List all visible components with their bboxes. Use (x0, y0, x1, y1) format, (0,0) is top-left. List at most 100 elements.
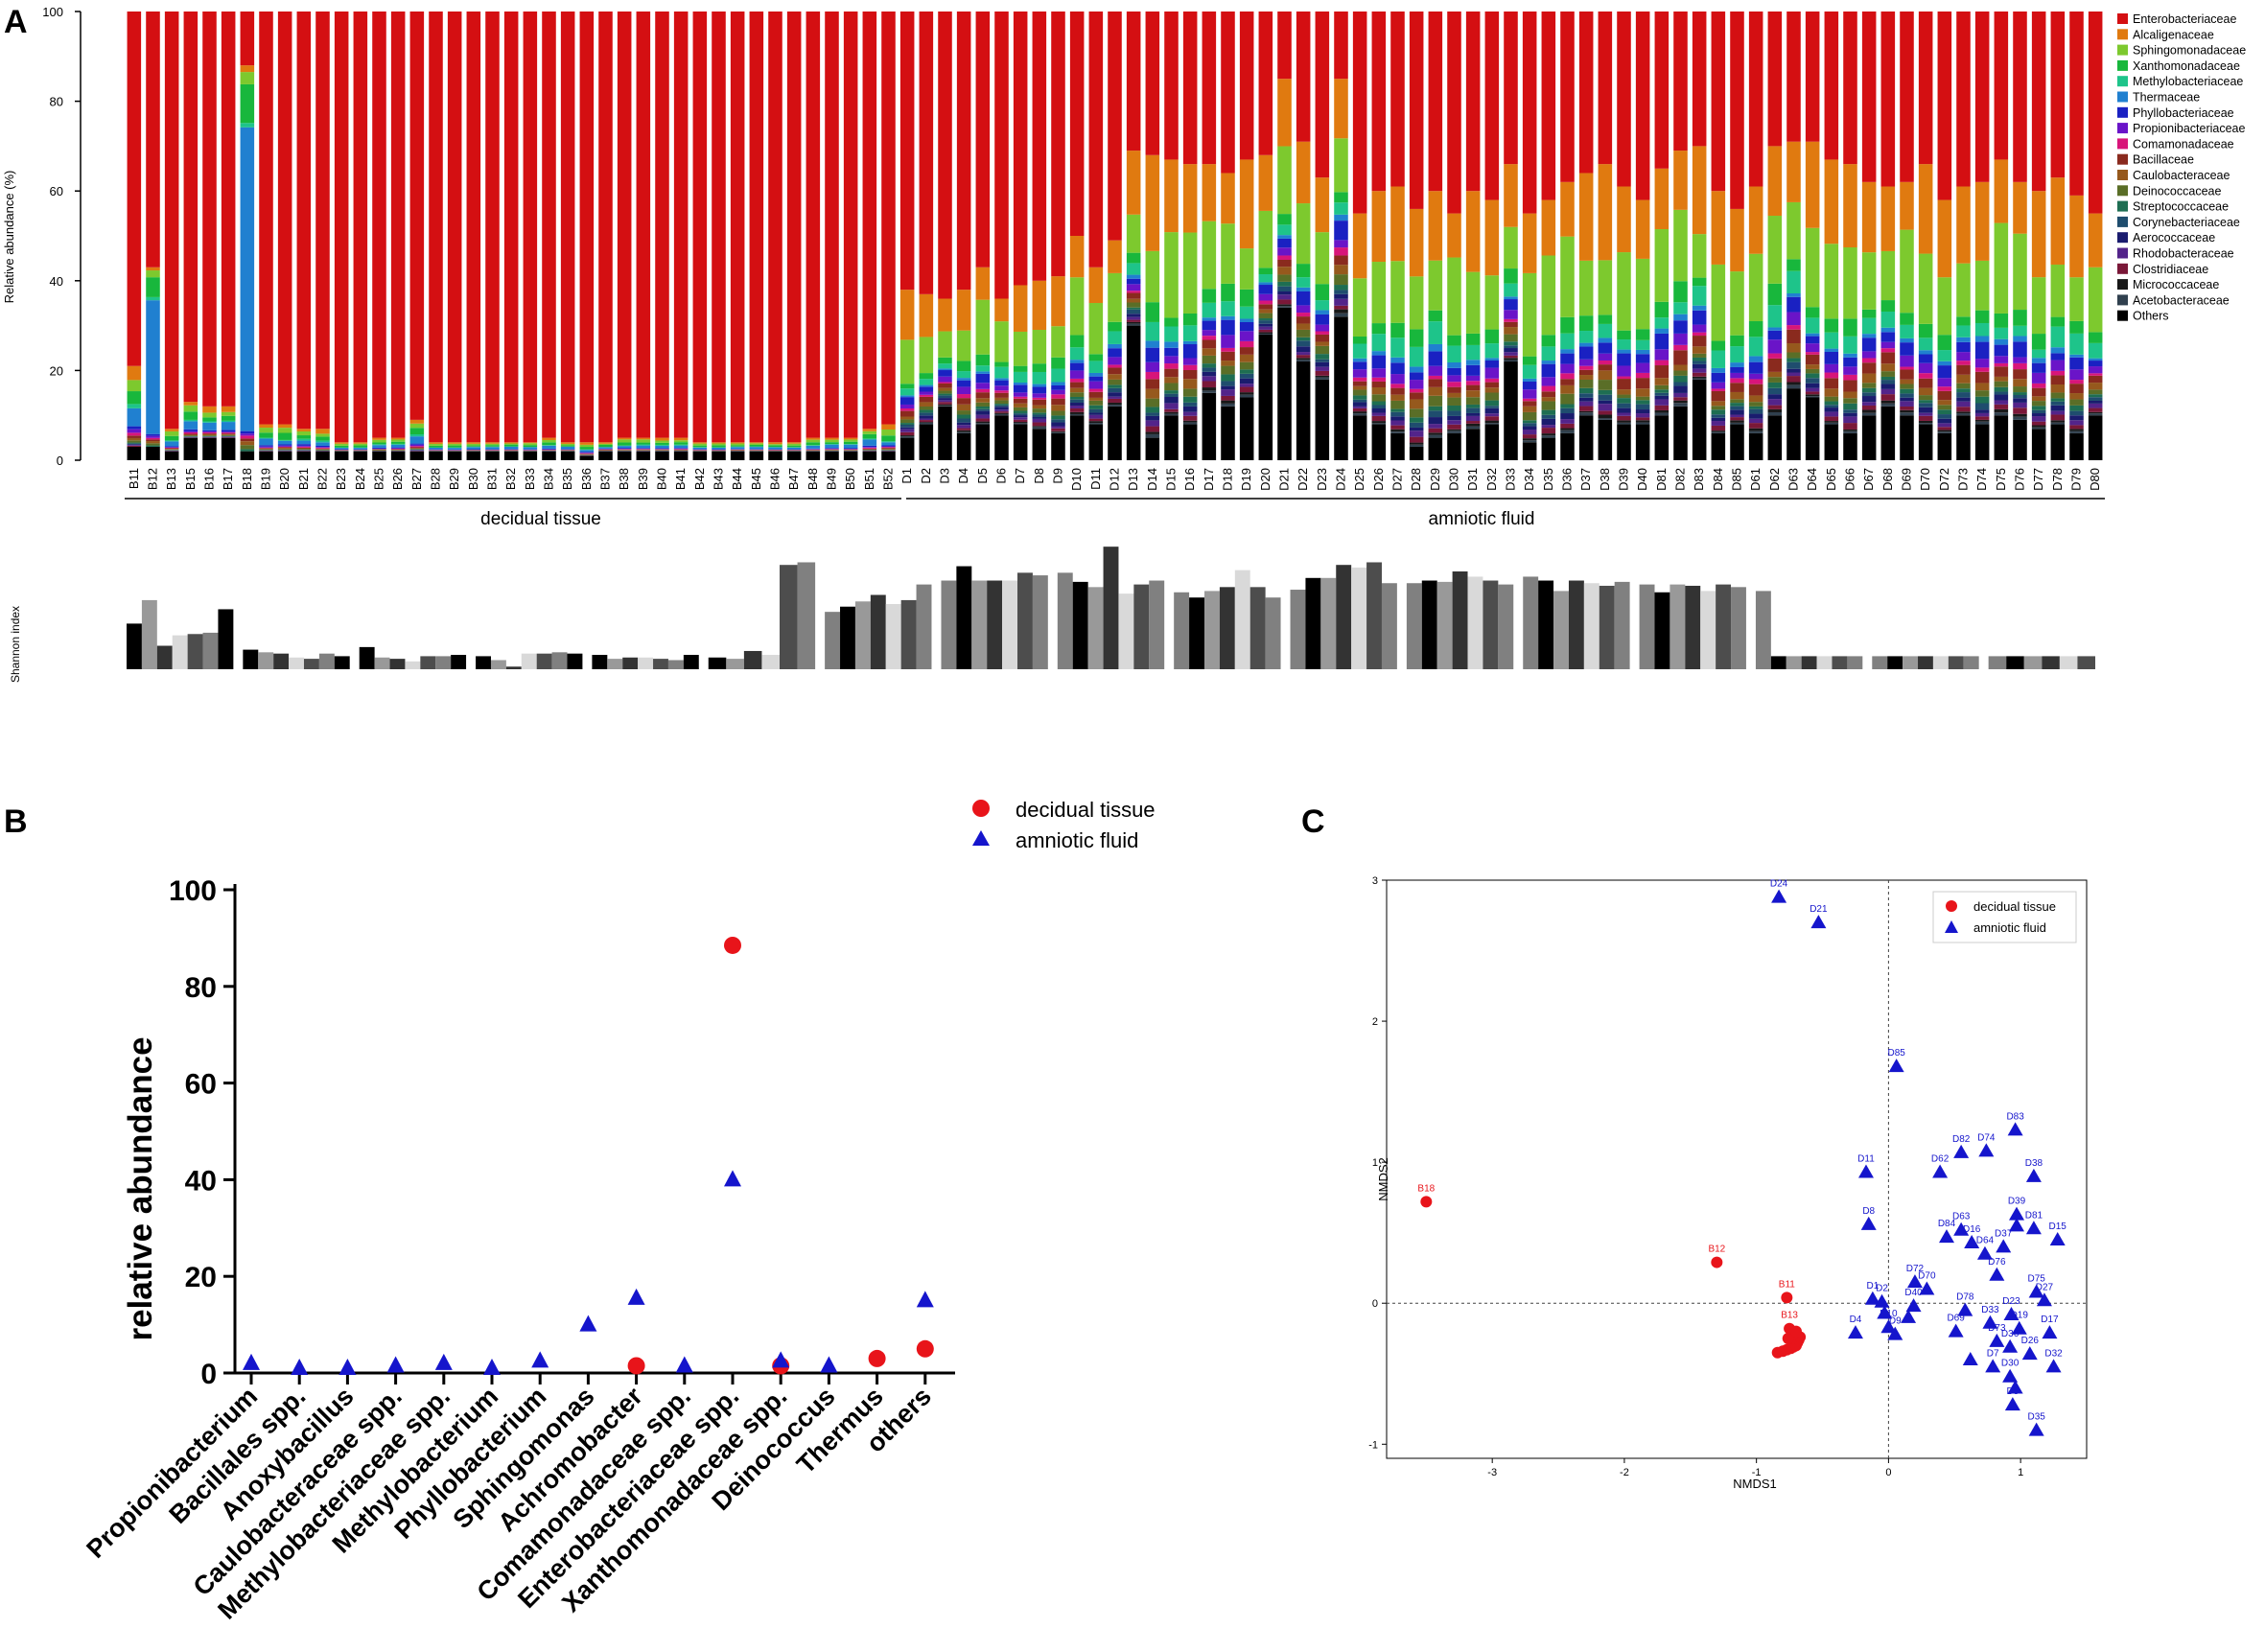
bar-segment-caulobacteraceae (221, 434, 236, 435)
bar-segment-sphingomonadaceae (277, 428, 292, 433)
bar-segment-alcaligenaceae (1202, 164, 1217, 221)
legend-label-rhodobacteraceae: Rhodobacteraceae (2133, 247, 2234, 261)
bar-segment-micrococcaceae (1522, 438, 1537, 441)
bar-segment-clostridiaceae (1164, 408, 1179, 412)
bar-segment-methylobacteriaceae (1786, 270, 1801, 294)
bar-segment-caulobacteraceae (1956, 374, 1971, 384)
bar-segment-comamonadaceae (1145, 371, 1160, 380)
bar-segment-xanthomonadaceae (938, 357, 952, 364)
bar-segment-micrococcaceae (1069, 411, 1085, 414)
panel-b-y-tick-label: 80 (185, 972, 217, 1004)
x-tick-label: D4 (956, 468, 970, 484)
nmds-point-amniotic (1887, 1326, 1903, 1340)
bar-segment-clostridiaceae (1390, 425, 1405, 430)
bar-segment-sphingomonadaceae (1767, 216, 1783, 284)
x-tick-label: B51 (862, 468, 876, 490)
nmds-point-amniotic (2042, 1325, 2058, 1339)
bar-segment-enterobacteriaceae (806, 12, 821, 438)
bar-segment-streptococcaceae (2013, 392, 2027, 395)
bar-segment-alcaligenaceae (164, 429, 179, 431)
bar-segment-phyllobacteriaceae (240, 430, 255, 434)
x-tick-label: D62 (1767, 468, 1782, 491)
bar-B52 (881, 12, 896, 460)
nmds-point-label: D70 (1918, 1271, 1936, 1282)
bar-segment-caulobacteraceae (825, 450, 839, 451)
bar-segment-methylobacteriaceae (353, 447, 368, 449)
shannon-bar (916, 584, 932, 669)
bar-segment-bacillaceae (994, 392, 1009, 398)
bar-B37 (598, 12, 613, 460)
bar-segment-comamonadaceae (1239, 340, 1254, 348)
nmds-point-label: D5 (2006, 1386, 2019, 1397)
bar-segment-enterobacteriaceae (1711, 12, 1726, 192)
bar-segment-alcaligenaceae (1371, 191, 1387, 263)
bar-segment-methylobacteriaceae (1748, 337, 1763, 357)
bar-segment-xanthomonadaceae (786, 445, 802, 448)
bar-segment-comamonadaceae (1974, 367, 1990, 372)
bar-B48 (806, 12, 821, 460)
shannon-bar (1801, 656, 1817, 669)
bar-segment-rhodobacteraceae (1635, 413, 1650, 418)
bar-segment-sphingomonadaceae (1654, 229, 1670, 302)
bar-segment-others (1202, 392, 1217, 460)
bar-segment-micrococcaceae (1296, 358, 1311, 361)
bar-segment-propionibacteriaceae (899, 404, 915, 408)
bar-segment-alcaligenaceae (1994, 159, 2009, 223)
shannon-bar (156, 645, 173, 669)
bar-segment-propionibacteriaceae (938, 376, 952, 383)
bar-segment-thermaceae (1918, 350, 1933, 355)
bar-segment-clostridiaceae (1428, 428, 1443, 433)
bar-segment-thermaceae (1617, 349, 1631, 354)
bar-segment-enterobacteriaceae (542, 12, 556, 438)
bar-segment-thermaceae (146, 300, 160, 434)
bar-segment-deinococcaceae (1352, 389, 1367, 396)
point-decidual-enterobacteriaceae-spp- (724, 936, 741, 954)
bar-segment-rhodobacteraceae (1145, 420, 1160, 427)
bar-segment-enterobacteriaceae (1051, 12, 1065, 277)
x-tick-label: D67 (1861, 468, 1876, 491)
bar-segment-micrococcaceae (1315, 375, 1330, 378)
bar-D85 (1730, 12, 1744, 460)
shannon-bar (521, 653, 537, 669)
bar-segment-micrococcaceae (1088, 421, 1104, 424)
bar-segment-xanthomonadaceae (1673, 281, 1688, 303)
bar-D33 (1504, 12, 1518, 460)
panel-c-reference-lines (1387, 880, 2087, 1458)
bar-segment-others (429, 451, 443, 460)
bar-segment-deinococcaceae (1654, 384, 1670, 390)
shannon-bar (536, 653, 552, 669)
bar-segment-bacillaceae (1221, 351, 1235, 361)
bar-segment-clostridiaceae (975, 418, 991, 422)
bar-segment-micrococcaceae (1711, 430, 1726, 432)
x-tick-label: B13 (164, 468, 178, 490)
bar-segment-alcaligenaceae (560, 442, 575, 444)
shannon-bar (551, 652, 568, 669)
bar-segment-methylobacteriaceae (221, 420, 236, 423)
bar-segment-sphingomonadaceae (447, 443, 462, 446)
bar-segment-xanthomonadaceae (749, 444, 764, 447)
bar-segment-caulobacteraceae (1447, 392, 1461, 398)
bar-segment-acetobacteraceae (1202, 390, 1217, 393)
bar-segment-alcaligenaceae (1484, 199, 1500, 276)
bar-segment-deinococcaceae (1880, 371, 1896, 377)
bar-segment-phyllobacteriaceae (1258, 285, 1273, 294)
bar-segment-xanthomonadaceae (466, 445, 481, 447)
x-tick-label: D21 (1277, 468, 1292, 491)
bar-segment-phyllobacteriaceae (1013, 384, 1028, 393)
shannon-bar (1948, 656, 1964, 669)
bar-segment-alcaligenaceae (485, 442, 500, 444)
nmds-point-amniotic (2007, 1122, 2023, 1136)
bar-segment-alcaligenaceae (2013, 181, 2027, 234)
bar-segment-bacillaceae (1296, 316, 1311, 324)
bar-segment-corynebacteriaceae (1051, 419, 1065, 423)
bar-segment-others (598, 451, 613, 460)
bar-segment-sphingomonadaceae (938, 331, 952, 358)
bar-D78 (2050, 12, 2066, 460)
bar-segment-rhodobacteraceae (1088, 414, 1104, 419)
bar-segment-phyllobacteriaceae (1560, 353, 1575, 364)
shannon-bar (490, 660, 506, 669)
bar-segment-propionibacteriaceae (1032, 393, 1047, 398)
bar-segment-thermaceae (1315, 310, 1330, 314)
bar-segment-phyllobacteriaceae (1221, 319, 1235, 336)
bar-segment-bacillaceae (1974, 371, 1990, 384)
